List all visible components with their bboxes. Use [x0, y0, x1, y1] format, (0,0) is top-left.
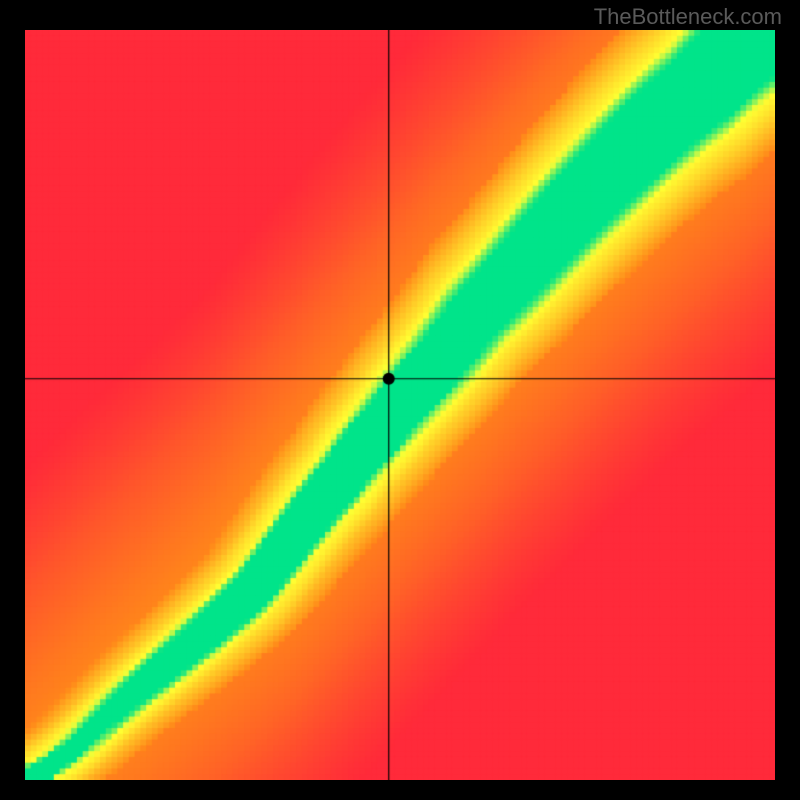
chart-container: TheBottleneck.com — [0, 0, 800, 800]
heatmap-canvas — [25, 30, 775, 780]
heatmap-plot — [25, 30, 775, 780]
watermark-text: TheBottleneck.com — [594, 4, 782, 30]
